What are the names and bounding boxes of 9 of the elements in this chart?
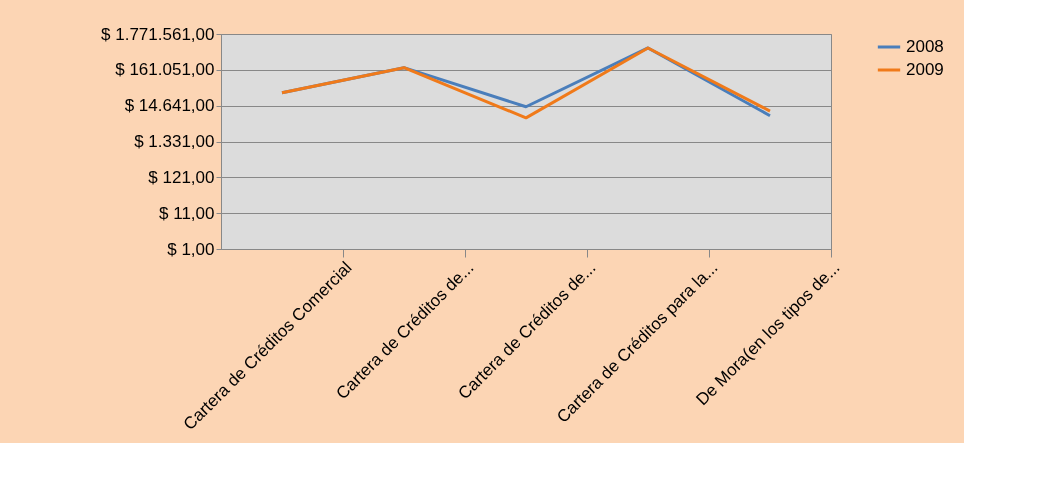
y-tick-label: $ 11,00 <box>159 203 215 223</box>
y-tick-label: $ 161.051,00 <box>115 60 215 80</box>
y-tick-label: $ 1.331,00 <box>134 132 215 151</box>
y-tick-label: $ 1,00 <box>167 239 215 259</box>
y-tick-label: $ 14.641,00 <box>124 96 215 116</box>
legend-label: 2009 <box>906 60 944 79</box>
y-tick-label: $ 121,00 <box>148 167 215 187</box>
y-tick-label: $ 1.771.561,00 <box>101 24 215 44</box>
legend-label: 2008 <box>906 37 944 56</box>
